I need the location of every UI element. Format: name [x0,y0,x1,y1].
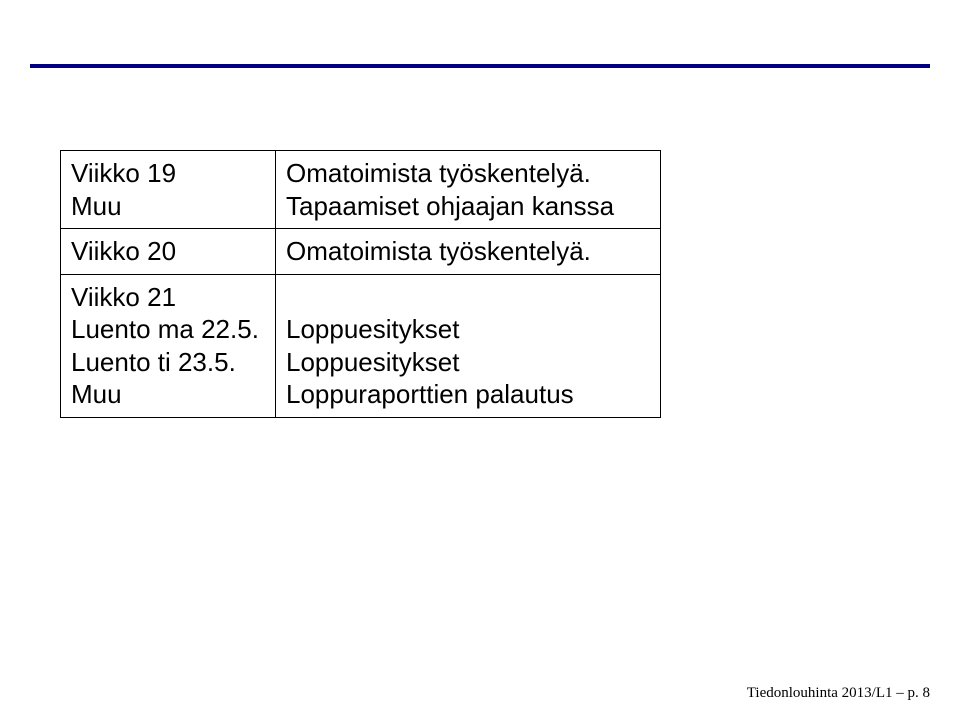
header-rule [30,64,930,68]
schedule-left-cell: Viikko 19Muu [61,151,276,229]
schedule-left-cell: Viikko 20 [61,229,276,275]
schedule-table-wrapper: Viikko 19MuuOmatoimista työskentelyä.Tap… [60,150,661,418]
table-row: Viikko 21Luento ma 22.5.Luento ti 23.5.M… [61,274,661,417]
schedule-right-cell: Omatoimista työskentelyä. [276,229,661,275]
schedule-table: Viikko 19MuuOmatoimista työskentelyä.Tap… [60,150,661,418]
table-row: Viikko 20Omatoimista työskentelyä. [61,229,661,275]
schedule-right-cell: Omatoimista työskentelyä.Tapaamiset ohja… [276,151,661,229]
schedule-left-cell: Viikko 21Luento ma 22.5.Luento ti 23.5.M… [61,274,276,417]
footer-text: Tiedonlouhinta 2013/L1 – p. 8 [747,685,930,702]
schedule-right-cell: LoppuesityksetLoppuesityksetLoppuraportt… [276,274,661,417]
table-row: Viikko 19MuuOmatoimista työskentelyä.Tap… [61,151,661,229]
